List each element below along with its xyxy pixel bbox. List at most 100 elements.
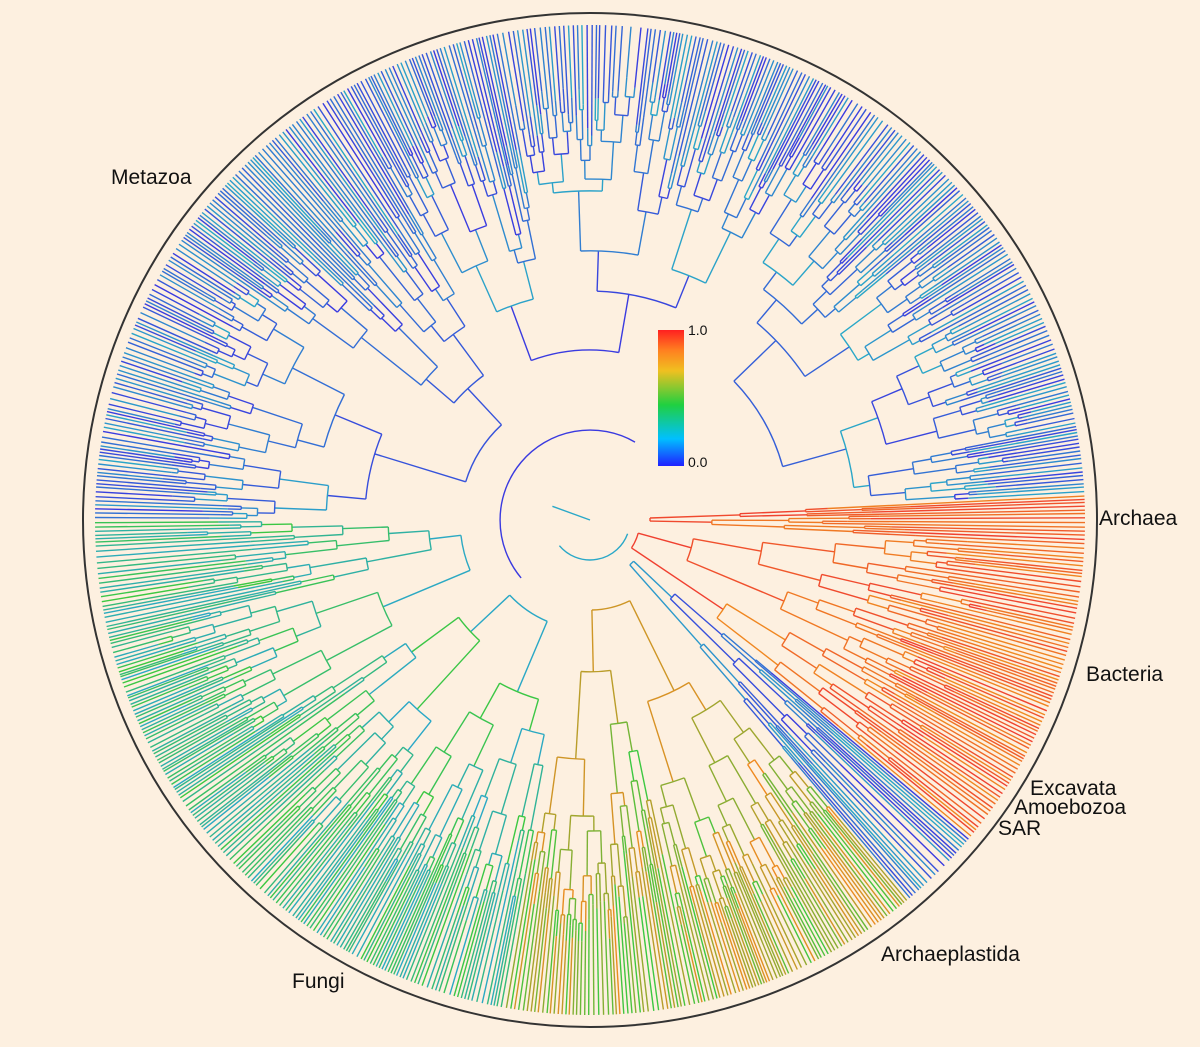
branch-arc bbox=[261, 696, 266, 703]
branch-radial bbox=[871, 388, 903, 403]
branch-radial bbox=[669, 34, 689, 120]
branch-arc bbox=[365, 433, 383, 500]
branch-radial bbox=[880, 207, 889, 217]
branch-arc bbox=[384, 793, 389, 797]
branch-radial bbox=[773, 887, 779, 896]
branch-arc bbox=[374, 283, 378, 287]
branch-radial bbox=[294, 533, 343, 538]
branch-arc bbox=[861, 666, 865, 672]
branch-radial bbox=[201, 686, 225, 698]
branch-radial bbox=[1008, 450, 1081, 462]
branch-radial bbox=[811, 97, 849, 157]
branch-radial bbox=[762, 823, 774, 843]
branch-radial bbox=[553, 923, 562, 1014]
branch-radial bbox=[767, 70, 799, 136]
branch-radial bbox=[643, 847, 649, 867]
branch-arc bbox=[443, 325, 466, 343]
branch-radial bbox=[317, 273, 348, 302]
branch-radial bbox=[976, 483, 1084, 493]
branch-arc bbox=[389, 776, 393, 780]
branch-radial bbox=[288, 800, 375, 914]
branch-radial bbox=[536, 135, 541, 153]
branch-radial bbox=[492, 180, 498, 194]
branch-arc bbox=[854, 710, 857, 714]
branch-radial bbox=[301, 262, 317, 277]
branch-arc bbox=[279, 245, 283, 249]
branch-radial bbox=[832, 561, 868, 570]
branch-radial bbox=[199, 752, 293, 826]
branch-radial bbox=[438, 901, 469, 992]
branch-radial bbox=[511, 174, 524, 222]
branch-radial bbox=[233, 305, 259, 322]
branch-radial bbox=[704, 43, 725, 112]
branch-radial bbox=[262, 688, 281, 700]
branch-radial bbox=[822, 251, 839, 270]
branch-radial bbox=[955, 461, 979, 467]
branch-arc bbox=[396, 769, 403, 774]
branch-arc bbox=[843, 636, 851, 649]
branch-arc bbox=[332, 786, 337, 792]
branch-radial bbox=[638, 897, 655, 1011]
branch-arc bbox=[889, 594, 892, 598]
branch-radial bbox=[737, 908, 768, 983]
branch-arc bbox=[226, 415, 232, 430]
branch-radial bbox=[730, 917, 757, 987]
branch-radial bbox=[106, 414, 187, 433]
branch-radial bbox=[764, 822, 781, 848]
branch-radial bbox=[728, 868, 733, 878]
branch-radial bbox=[258, 627, 294, 642]
branch-radial bbox=[627, 96, 631, 116]
branch-radial bbox=[951, 677, 1044, 719]
clade-label-amoebozoa: Amoebozoa bbox=[1014, 796, 1127, 819]
branch-arc bbox=[905, 296, 911, 305]
branch-radial bbox=[548, 757, 558, 814]
branch-radial bbox=[976, 408, 988, 413]
branch-arc bbox=[802, 165, 806, 169]
branch-radial bbox=[218, 717, 228, 723]
branch-radial bbox=[213, 386, 230, 394]
branch-arc bbox=[429, 140, 434, 143]
branch-arc bbox=[272, 647, 278, 657]
branch-radial bbox=[718, 869, 723, 877]
branch-radial bbox=[414, 232, 433, 262]
branch-radial bbox=[151, 288, 200, 316]
branch-arc bbox=[284, 306, 289, 312]
branch-arc bbox=[524, 206, 530, 210]
branch-radial bbox=[181, 381, 202, 389]
branch-arc bbox=[229, 405, 232, 410]
branch-radial bbox=[766, 68, 794, 127]
branch-radial bbox=[349, 769, 381, 807]
branch-radial bbox=[297, 806, 312, 822]
branch-radial bbox=[951, 333, 970, 343]
branch-radial bbox=[630, 781, 640, 832]
branch-radial bbox=[928, 299, 947, 312]
branch-radial bbox=[302, 698, 317, 709]
branch-radial bbox=[903, 297, 932, 317]
branch-radial bbox=[137, 317, 212, 352]
branch-radial bbox=[428, 784, 454, 831]
branch-radial bbox=[838, 246, 868, 275]
branch-radial bbox=[114, 643, 159, 658]
branch-arc bbox=[663, 158, 671, 161]
branch-radial bbox=[926, 206, 974, 246]
branch-arc bbox=[256, 363, 269, 387]
branch-arc bbox=[712, 831, 719, 835]
branch-arc bbox=[949, 330, 953, 335]
branch-radial bbox=[410, 847, 464, 982]
branch-arc bbox=[818, 687, 824, 694]
branch-arc bbox=[271, 755, 275, 759]
branch-radial bbox=[406, 222, 414, 234]
branch-radial bbox=[421, 162, 429, 177]
branch-radial bbox=[936, 253, 1009, 300]
branch-radial bbox=[860, 274, 874, 287]
branch-radial bbox=[226, 182, 278, 231]
branch-radial bbox=[981, 549, 1084, 559]
branch-radial bbox=[918, 729, 1008, 787]
branch-radial bbox=[206, 330, 214, 335]
branch-radial bbox=[1016, 390, 1069, 406]
branch-arc bbox=[409, 153, 414, 157]
branch-radial bbox=[949, 325, 960, 332]
branch-arc bbox=[691, 699, 721, 719]
branch-radial bbox=[360, 80, 407, 168]
branch-radial bbox=[405, 270, 424, 295]
